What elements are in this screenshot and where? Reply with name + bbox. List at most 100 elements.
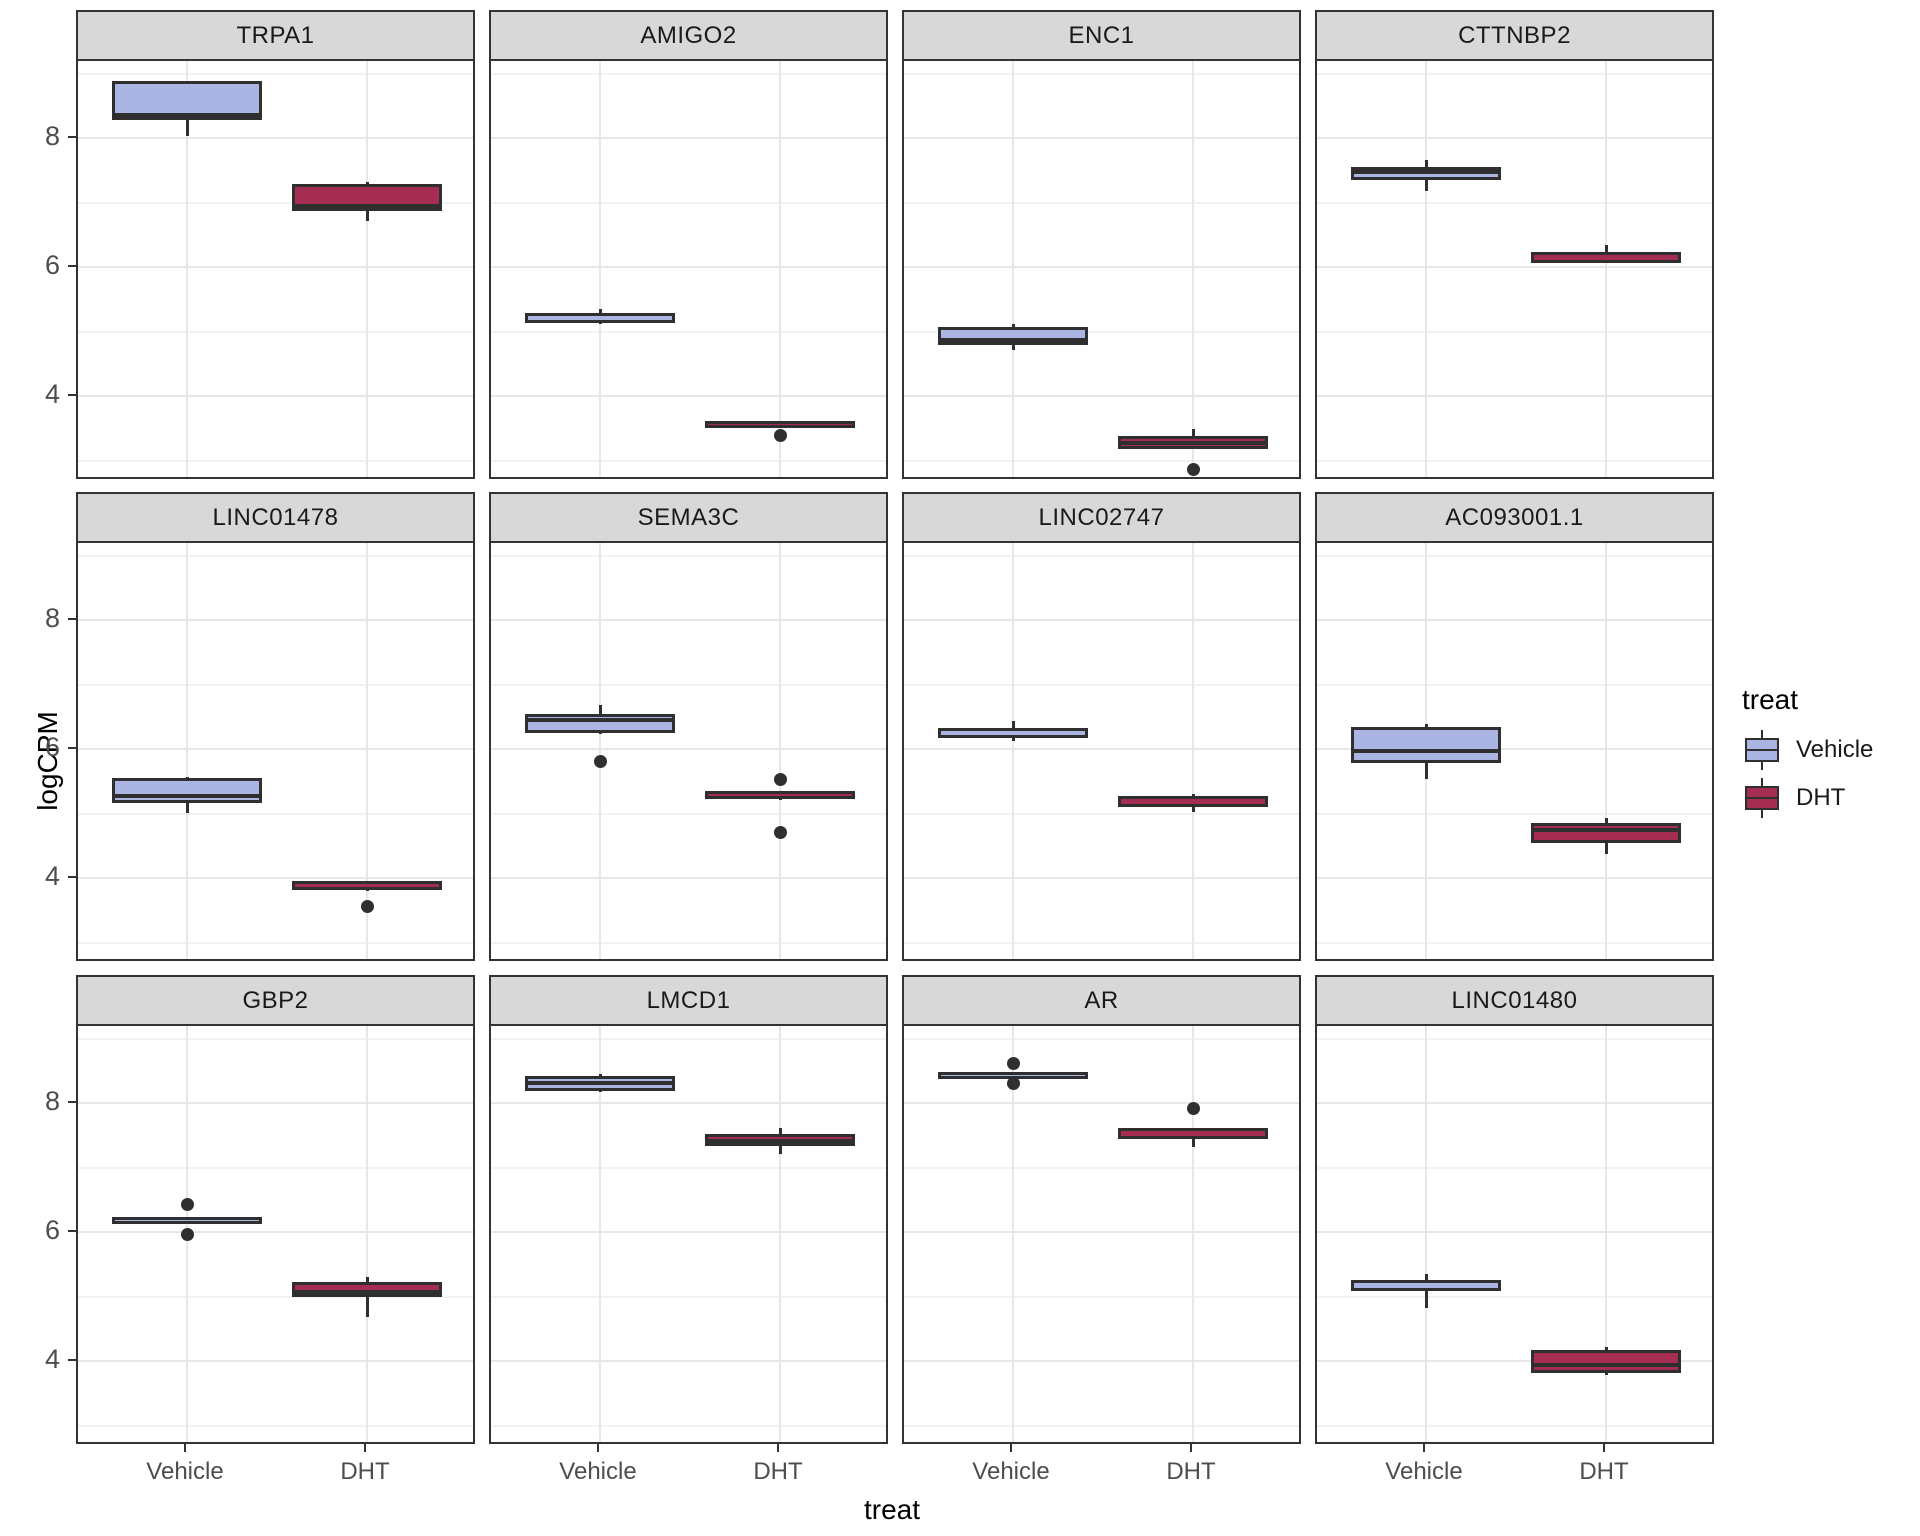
boxplot-vehicle-upper-whisker — [598, 1073, 602, 1077]
boxplot-dht-upper-whisker — [365, 1277, 369, 1282]
y-tick-label: 8 — [44, 1086, 60, 1116]
gridline-major — [1317, 395, 1712, 397]
gridline-major — [491, 137, 886, 139]
y-tick-mark — [68, 618, 76, 620]
gridline-vertical — [779, 543, 781, 959]
boxplot-dht-box — [705, 790, 855, 799]
gridline-major — [78, 1102, 473, 1104]
y-tick-label: 4 — [44, 1344, 60, 1374]
gridline-minor — [491, 1166, 886, 1169]
legend-title: treat — [1742, 684, 1799, 715]
boxplot-vehicle-median — [941, 337, 1085, 342]
gridline-minor — [491, 812, 886, 815]
boxplot-vehicle-median — [1354, 749, 1498, 754]
boxplot-vehicle-lower-whisker — [1011, 344, 1015, 350]
gridline-major — [1317, 1102, 1712, 1104]
boxplot-dht-box — [1118, 1127, 1268, 1139]
y-tick-label: 4 — [44, 379, 60, 409]
x-tick-label: Vehicle — [146, 1458, 224, 1485]
gridline-minor — [78, 72, 473, 75]
boxplot-vehicle-lower-whisker — [598, 322, 602, 325]
boxplot-vehicle-upper-whisker — [1011, 720, 1015, 728]
boxplot-dht-median — [1534, 827, 1678, 832]
gridline-major — [904, 137, 1299, 139]
gridline-major — [1317, 1231, 1712, 1233]
gridline-minor — [1317, 72, 1712, 75]
gridline-vertical — [1605, 1026, 1607, 1442]
gridline-major — [1317, 137, 1712, 139]
gridline-minor — [1317, 1037, 1712, 1040]
legend-key-boxplot-icon — [1742, 778, 1782, 818]
boxplot-vehicle-outlier — [1006, 1077, 1020, 1091]
facet-panel — [902, 543, 1301, 961]
facet-panel — [489, 61, 888, 479]
gridline-major — [1317, 1360, 1712, 1362]
boxplot-dht-lower-whisker — [1191, 807, 1195, 812]
legend-label: DHT — [1796, 784, 1846, 811]
boxplot-vehicle-lower-whisker — [598, 1091, 602, 1093]
gridline-major — [491, 619, 886, 621]
boxplot-dht-median — [295, 204, 439, 209]
gridline-minor — [491, 683, 886, 686]
boxplot-vehicle-box — [112, 1216, 262, 1224]
facet-strip: LINC02747 — [902, 492, 1301, 543]
gridline-major — [491, 877, 886, 879]
boxplot-dht-lower-whisker — [365, 889, 369, 891]
boxplot-dht-box — [1531, 823, 1681, 843]
facet-strip-label: LINC02747 — [1038, 503, 1165, 531]
x-tick-label: Vehicle — [1385, 1458, 1463, 1485]
boxplot-vehicle-box — [1351, 1280, 1501, 1291]
gridline-major — [78, 395, 473, 397]
facet-panel — [76, 1026, 475, 1444]
gridline-minor — [904, 1166, 1299, 1169]
gridline-major — [904, 1360, 1299, 1362]
boxplot-dht-lower-whisker — [365, 1297, 369, 1318]
y-tick-label: 8 — [44, 121, 60, 151]
boxplot-vehicle-median — [528, 718, 672, 723]
gridline-major — [1317, 748, 1712, 750]
gridline-vertical — [186, 543, 188, 959]
boxplot-vehicle-box — [938, 728, 1088, 738]
boxplot-dht-upper-whisker — [1191, 793, 1195, 796]
boxplot-vehicle-lower-whisker — [598, 732, 602, 734]
boxplot-vehicle-upper-whisker — [1424, 724, 1428, 727]
facet-strip: TRPA1 — [76, 10, 475, 61]
gridline-minor — [904, 72, 1299, 75]
boxplot-dht-outlier — [1186, 463, 1200, 477]
gridline-minor — [904, 459, 1299, 462]
y-tick-label: 8 — [44, 603, 60, 633]
gridline-major — [1317, 266, 1712, 268]
boxplot-vehicle-median — [115, 113, 259, 118]
gridline-major — [904, 1102, 1299, 1104]
boxplot-dht-median — [1121, 441, 1265, 446]
legend-entry-vehicle: Vehicle — [1742, 730, 1918, 770]
y-tick-label: 6 — [44, 1215, 60, 1245]
boxplot-dht-box — [1118, 436, 1268, 450]
boxplot-vehicle-outlier — [1006, 1057, 1020, 1071]
gridline-minor — [78, 812, 473, 815]
gridline-major — [491, 395, 886, 397]
gridline-major — [78, 1360, 473, 1362]
gridline-minor — [78, 1295, 473, 1298]
facet-strip-label: LMCD1 — [646, 986, 731, 1014]
boxplot-dht-outlier — [773, 773, 787, 787]
gridline-vertical — [779, 1026, 781, 1442]
gridline-vertical — [1605, 61, 1607, 477]
facet-panel — [902, 61, 1301, 479]
boxplot-dht-box — [292, 1281, 442, 1298]
gridline-major — [78, 266, 473, 268]
gridline-minor — [904, 1295, 1299, 1298]
gridline-minor — [1317, 330, 1712, 333]
boxplot-vehicle-outlier — [593, 755, 607, 769]
y-tick-mark — [68, 394, 76, 396]
boxplot-vehicle-upper-whisker — [1011, 324, 1015, 327]
gridline-major — [78, 1231, 473, 1233]
boxplot-vehicle-median — [528, 1080, 672, 1085]
y-tick-label: 4 — [44, 861, 60, 891]
gridline-minor — [1317, 683, 1712, 686]
gridline-vertical — [1012, 1026, 1014, 1442]
legend-label: Vehicle — [1796, 736, 1874, 763]
x-tick-label: Vehicle — [559, 1458, 637, 1485]
x-tick-mark — [1010, 1444, 1012, 1452]
